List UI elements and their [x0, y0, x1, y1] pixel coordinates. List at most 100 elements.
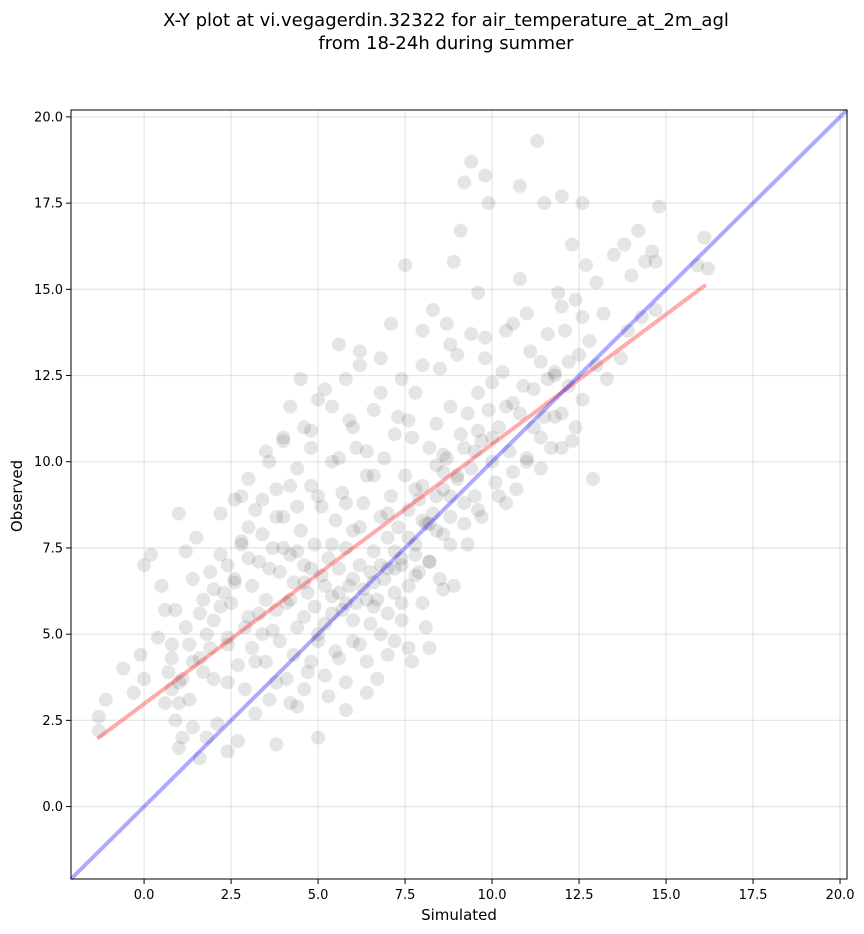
data-point-224 [575, 196, 590, 211]
data-point-115 [352, 558, 367, 573]
data-point-8 [144, 547, 158, 562]
fit-lines [69, 108, 849, 881]
data-point-41 [220, 637, 235, 652]
x-tick-label-5: 12.5 [565, 888, 594, 903]
data-point-87 [304, 423, 319, 438]
data-point-326 [387, 585, 402, 600]
data-point-223 [575, 392, 590, 407]
chart-title-line-2: from 18-24h during summer [318, 33, 574, 54]
chart-title: X-Y plot at vi.vegagerdin.32322 for air_… [163, 10, 729, 54]
data-point-345 [338, 675, 353, 690]
data-point-28 [192, 651, 207, 666]
data-point-35 [206, 672, 221, 686]
data-point-263 [443, 489, 458, 504]
data-point-348 [401, 641, 416, 655]
data-point-65 [265, 623, 280, 638]
data-point-66 [269, 482, 284, 497]
data-point-194 [492, 420, 506, 435]
data-point-46 [227, 572, 242, 586]
data-point-200 [509, 482, 524, 497]
data-point-252 [415, 513, 430, 528]
data-point-149 [412, 492, 426, 507]
data-point-245 [700, 261, 715, 276]
data-point-265 [304, 561, 319, 576]
data-point-247 [345, 572, 360, 586]
data-point-261 [408, 547, 423, 562]
data-point-286 [269, 509, 284, 524]
data-point-0 [91, 709, 106, 724]
data-point-340 [241, 609, 256, 624]
data-point-174 [453, 223, 468, 238]
data-point-101 [328, 513, 343, 528]
data-point-216 [554, 189, 569, 204]
data-point-12 [161, 665, 176, 680]
data-point-102 [328, 644, 343, 659]
data-point-34 [203, 641, 218, 655]
data-point-299 [331, 451, 346, 466]
data-point-71 [276, 430, 291, 445]
data-point-107 [338, 541, 353, 555]
data-point-315 [415, 596, 430, 611]
data-point-142 [398, 258, 413, 273]
data-point-50 [238, 620, 252, 635]
data-point-304 [262, 454, 277, 469]
data-point-33 [203, 565, 218, 580]
data-point-158 [425, 506, 440, 521]
data-point-312 [352, 637, 367, 652]
data-point-120 [359, 468, 374, 483]
data-point-349 [422, 641, 437, 655]
data-point-293 [171, 675, 186, 690]
data-point-154 [418, 620, 433, 635]
data-point-124 [366, 544, 381, 559]
data-point-64 [265, 541, 280, 555]
data-point-269 [283, 592, 298, 607]
data-point-272 [352, 520, 367, 535]
data-point-327 [408, 568, 423, 583]
data-point-61 [258, 592, 273, 607]
data-point-179 [464, 327, 479, 342]
data-point-188 [478, 168, 493, 183]
data-point-54 [245, 578, 259, 593]
data-point-359 [338, 372, 353, 386]
data-point-352 [192, 606, 207, 621]
data-point-355 [234, 537, 249, 552]
regression-line [96, 283, 707, 740]
data-point-271 [325, 537, 339, 552]
data-point-268 [262, 561, 277, 576]
data-point-56 [248, 706, 263, 721]
data-point-279 [547, 365, 562, 380]
data-point-323 [325, 606, 339, 621]
data-point-122 [363, 616, 378, 631]
data-point-151 [415, 478, 430, 493]
data-point-186 [474, 509, 489, 524]
data-point-180 [464, 154, 479, 169]
data-point-80 [293, 523, 308, 538]
data-point-157 [425, 303, 440, 317]
data-point-238 [638, 254, 653, 269]
data-point-244 [697, 230, 712, 245]
data-point-132 [380, 606, 395, 621]
data-point-172 [450, 347, 465, 362]
data-point-139 [394, 551, 409, 566]
data-point-9 [151, 630, 165, 645]
data-point-246 [331, 585, 346, 600]
data-point-108 [338, 703, 353, 717]
data-point-203 [516, 378, 531, 393]
data-point-53 [241, 520, 256, 535]
y-axis-label: Observed [8, 460, 26, 532]
data-point-229 [596, 306, 611, 321]
plot-frame [70, 109, 848, 880]
y-tick-label-5: 12.5 [34, 369, 63, 384]
data-point-303 [234, 489, 249, 504]
data-point-336 [547, 409, 562, 424]
data-point-143 [401, 503, 416, 517]
data-point-60 [258, 444, 273, 459]
data-point-55 [245, 641, 259, 655]
data-point-44 [224, 596, 239, 611]
data-point-329 [443, 537, 458, 552]
data-point-204 [519, 451, 534, 466]
data-point-88 [307, 599, 322, 614]
data-point-127 [373, 509, 388, 524]
data-point-314 [394, 613, 409, 628]
